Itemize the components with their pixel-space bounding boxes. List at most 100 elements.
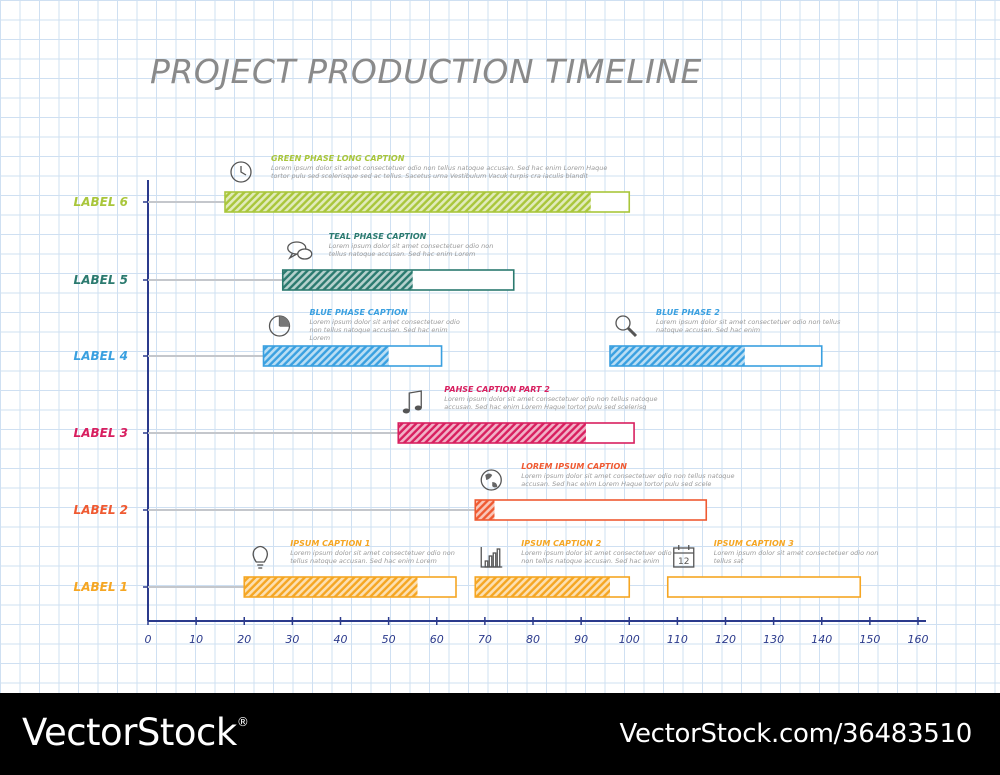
task-caption-text: Lorem ipsum dolor sit amet consectetuer … (521, 549, 671, 557)
x-tick-label: 70 (478, 633, 492, 646)
task-caption-title: IPSUM CAPTION 3 (714, 539, 794, 548)
task-caption-text: Lorem ipsum dolor sit amet consectetuer … (271, 164, 607, 172)
graph-paper-background (0, 0, 1000, 693)
task-caption-title: TEAL PHASE CAPTION (329, 232, 427, 241)
registered-mark: ® (236, 715, 249, 729)
task-caption-text: accusan. Sed hac enim Lorem Haque tortor… (521, 480, 711, 488)
x-tick-label: 80 (526, 633, 540, 646)
task-caption-title: LOREM IPSUM CAPTION (521, 462, 627, 471)
svg-text:12: 12 (678, 557, 689, 567)
x-tick-label: 0 (145, 633, 152, 646)
task-caption-text: Lorem ipsum dolor sit amet consectetuer … (521, 472, 734, 480)
task-bar-outline (474, 499, 708, 521)
x-tick-label: 100 (619, 633, 640, 646)
gantt-task (397, 422, 635, 444)
gantt-task (224, 191, 631, 213)
task-caption-text: tellus sat (714, 557, 744, 565)
axis-layer: 0 10 20 30 40 50 60 70 80 90 100 110 120 130 140 150 160… (74, 180, 929, 646)
task-caption-title: IPSUM CAPTION 1 (290, 539, 370, 548)
y-row-label: LABEL 4 (74, 349, 128, 363)
task-progress-hatch (475, 500, 495, 520)
x-tick-label: 20 (237, 633, 251, 646)
x-tick-label: 50 (382, 633, 396, 646)
x-tick-label: 10 (189, 633, 203, 646)
bar-chart-icon (480, 547, 503, 568)
x-tick-label: 130 (763, 633, 784, 646)
footer-image-id: VectorStock.com/36483510 (619, 719, 973, 749)
gantt-task (281, 269, 515, 291)
x-tick-label: 120 (715, 633, 736, 646)
footer-brand: VectorStock® (22, 711, 249, 754)
y-row-label: LABEL 1 (74, 580, 128, 594)
task-progress-hatch (475, 577, 610, 597)
footer-brand-text: VectorStock (22, 711, 237, 754)
globe-icon (480, 469, 502, 491)
task-caption-text: Lorem ipsum dolor sit amet consectetuer … (714, 549, 879, 557)
task-caption-title: PAHSE CAPTION PART 2 (444, 385, 550, 394)
calendar-icon: 12 (673, 545, 695, 568)
task-caption-text: accusan. Sed hac enim Lorem Haque tortor… (444, 403, 646, 411)
x-tick-label: 140 (811, 633, 832, 646)
task-caption-text: non tellus natoque accusan. Sed hac enim (521, 557, 659, 565)
task-progress-hatch (225, 192, 591, 212)
music-note-icon (402, 390, 422, 414)
gantt-task (474, 576, 631, 598)
y-row-label: LABEL 5 (74, 273, 128, 287)
x-tick-label: 30 (285, 633, 299, 646)
chart-title: PROJECT PRODUCTION TIMELINE (150, 52, 702, 91)
bars-layer (148, 191, 862, 598)
x-tick-label: 160 (908, 633, 929, 646)
task-caption-text: tortor pulu sed scelerisque sed ac tellu… (271, 172, 588, 180)
clock-icon (230, 161, 252, 183)
task-caption-text: Lorem ipsum dolor sit amet consectetuer … (290, 549, 455, 557)
chat-icon (287, 241, 313, 260)
task-caption-text: natoque accusan. Sed hac enim (656, 326, 760, 334)
x-tick-label: 90 (574, 633, 588, 646)
task-progress-hatch (610, 346, 745, 366)
task-progress-hatch (263, 346, 389, 366)
task-caption-text: Lorem ipsum dolor sit amet consectetuer … (444, 395, 657, 403)
task-caption-text: non tellus natoque accusan. Sed hac enim (310, 326, 448, 334)
pie-chart-icon (268, 315, 291, 337)
task-caption-title: IPSUM CAPTION 2 (521, 539, 601, 548)
task-caption-text: Lorem ipsum dolor sit amet consectetuer … (329, 242, 494, 250)
task-caption-text: tellus natoque accusan. Sed hac enim Lor… (329, 250, 476, 258)
lightbulb-icon (252, 545, 269, 569)
task-caption-text: Lorem (310, 334, 331, 342)
task-caption-title: BLUE PHASE CAPTION (310, 308, 408, 317)
x-tick-label: 60 (430, 633, 444, 646)
y-row-label: LABEL 2 (74, 503, 128, 517)
watermark-footer: VectorStock® VectorStock.com/36483510 (0, 693, 1000, 775)
task-caption-text: Lorem ipsum dolor sit amet consectetuer … (310, 318, 460, 326)
gantt-task (474, 499, 708, 521)
y-row-label: LABEL 3 (74, 426, 128, 440)
x-tick-label: 40 (334, 633, 348, 646)
gantt-task (262, 345, 443, 367)
task-caption-text: tellus natoque accusan. Sed hac enim Lor… (290, 557, 437, 565)
gantt-task (666, 576, 862, 598)
task-caption-title: BLUE PHASE 2 (656, 308, 720, 317)
magnifier-icon (615, 315, 638, 338)
gantt-task (609, 345, 823, 367)
y-row-label: LABEL 6 (74, 195, 128, 209)
x-tick-label: 110 (667, 633, 688, 646)
gantt-task (243, 576, 457, 598)
task-progress-hatch (282, 270, 413, 290)
task-caption-title: GREEN PHASE LONG CAPTION (271, 154, 405, 163)
task-progress-hatch (244, 577, 418, 597)
task-caption-text: Lorem ipsum dolor sit amet consectetuer … (656, 318, 841, 326)
task-progress-hatch (398, 423, 586, 443)
gantt-chart: 0 10 20 30 40 50 60 70 80 90 100 110 120 130 140 150 160… (74, 154, 929, 646)
task-bar-outline (666, 576, 862, 598)
